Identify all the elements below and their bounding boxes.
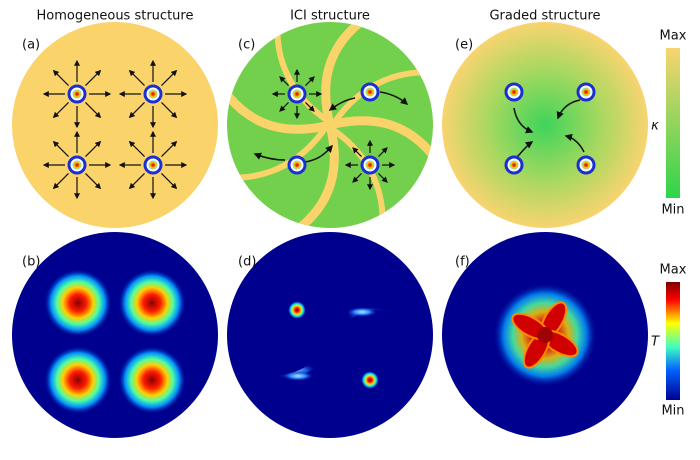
flux-arrow bbox=[352, 173, 362, 183]
source-core bbox=[365, 87, 375, 97]
graded-disk bbox=[442, 22, 648, 228]
colorbar bbox=[666, 48, 680, 198]
flux-arrow bbox=[305, 102, 315, 112]
flux-arrow bbox=[128, 102, 145, 119]
flux-arrow bbox=[85, 140, 102, 157]
temperature-disk bbox=[227, 232, 433, 438]
flux-arrow bbox=[379, 91, 409, 105]
arm bbox=[227, 125, 329, 181]
column-title: Homogeneous structure bbox=[37, 9, 194, 24]
panel-label: (d) bbox=[238, 255, 256, 270]
colorbar-max: Max bbox=[660, 29, 687, 44]
flux-arrow bbox=[52, 69, 69, 86]
arm bbox=[274, 22, 330, 124]
homogeneous-disk bbox=[12, 22, 218, 228]
flux-arrow bbox=[128, 140, 145, 157]
heat-glow bbox=[282, 371, 314, 381]
hot-spot bbox=[361, 371, 379, 389]
heat-glow bbox=[346, 307, 378, 317]
column-title: ICI structure bbox=[290, 9, 370, 24]
colorbar-max: Max bbox=[660, 263, 687, 278]
flux-arrow bbox=[161, 140, 178, 157]
panel-label: (f) bbox=[455, 255, 470, 270]
flux-arrow bbox=[52, 140, 69, 157]
hot-core bbox=[537, 327, 553, 343]
source-core bbox=[581, 160, 591, 170]
flux-arrow bbox=[128, 173, 145, 190]
source-core bbox=[509, 160, 519, 170]
panel-label: (e) bbox=[455, 38, 473, 53]
hot-spot bbox=[44, 346, 112, 414]
source-core bbox=[581, 87, 591, 97]
flux-arrow bbox=[564, 133, 585, 153]
arm bbox=[331, 69, 433, 125]
source-core bbox=[365, 160, 375, 170]
panel-label: (a) bbox=[22, 38, 40, 53]
flux-arrow bbox=[85, 102, 102, 119]
colorbar-min: Min bbox=[661, 203, 684, 218]
flux-arrow bbox=[161, 102, 178, 119]
flux-arrow bbox=[52, 102, 69, 119]
flux-arrow bbox=[52, 173, 69, 190]
flux-arrow bbox=[305, 76, 315, 86]
flux-arrow bbox=[85, 173, 102, 190]
flux-arrow bbox=[253, 152, 286, 161]
hot-spot bbox=[118, 269, 186, 337]
source-core bbox=[509, 87, 519, 97]
panel-label: (b) bbox=[22, 255, 40, 270]
flux-arrow bbox=[378, 147, 388, 157]
colorbar-min: Min bbox=[661, 404, 684, 419]
flux-arrow bbox=[513, 107, 534, 134]
source-core bbox=[148, 160, 158, 170]
flux-arrow bbox=[279, 102, 289, 112]
temperature-disk bbox=[12, 232, 218, 438]
flux-arrow bbox=[556, 99, 581, 120]
flux-arrow bbox=[85, 69, 102, 86]
hot-spot bbox=[118, 346, 186, 414]
column-title: Graded structure bbox=[489, 9, 600, 24]
colorbar bbox=[666, 282, 680, 400]
source-core bbox=[72, 89, 82, 99]
source-core bbox=[72, 160, 82, 170]
colorbar-symbol: κ bbox=[651, 119, 659, 134]
colorbar-symbol: T bbox=[651, 335, 660, 350]
flux-arrow bbox=[378, 173, 388, 183]
flux-arrow bbox=[161, 69, 178, 86]
flux-arrow bbox=[328, 97, 356, 111]
source-core bbox=[292, 160, 302, 170]
flux-arrow bbox=[161, 173, 178, 190]
flux-arrow bbox=[279, 76, 289, 86]
flux-arrow bbox=[304, 144, 333, 163]
source-core bbox=[148, 89, 158, 99]
hot-spot bbox=[44, 269, 112, 337]
arm bbox=[330, 126, 386, 228]
source-core bbox=[292, 89, 302, 99]
flux-arrow bbox=[352, 147, 362, 157]
panel-label: (c) bbox=[238, 38, 255, 53]
hot-spot bbox=[288, 301, 306, 319]
panels bbox=[12, 22, 648, 438]
flux-arrow bbox=[128, 69, 145, 86]
